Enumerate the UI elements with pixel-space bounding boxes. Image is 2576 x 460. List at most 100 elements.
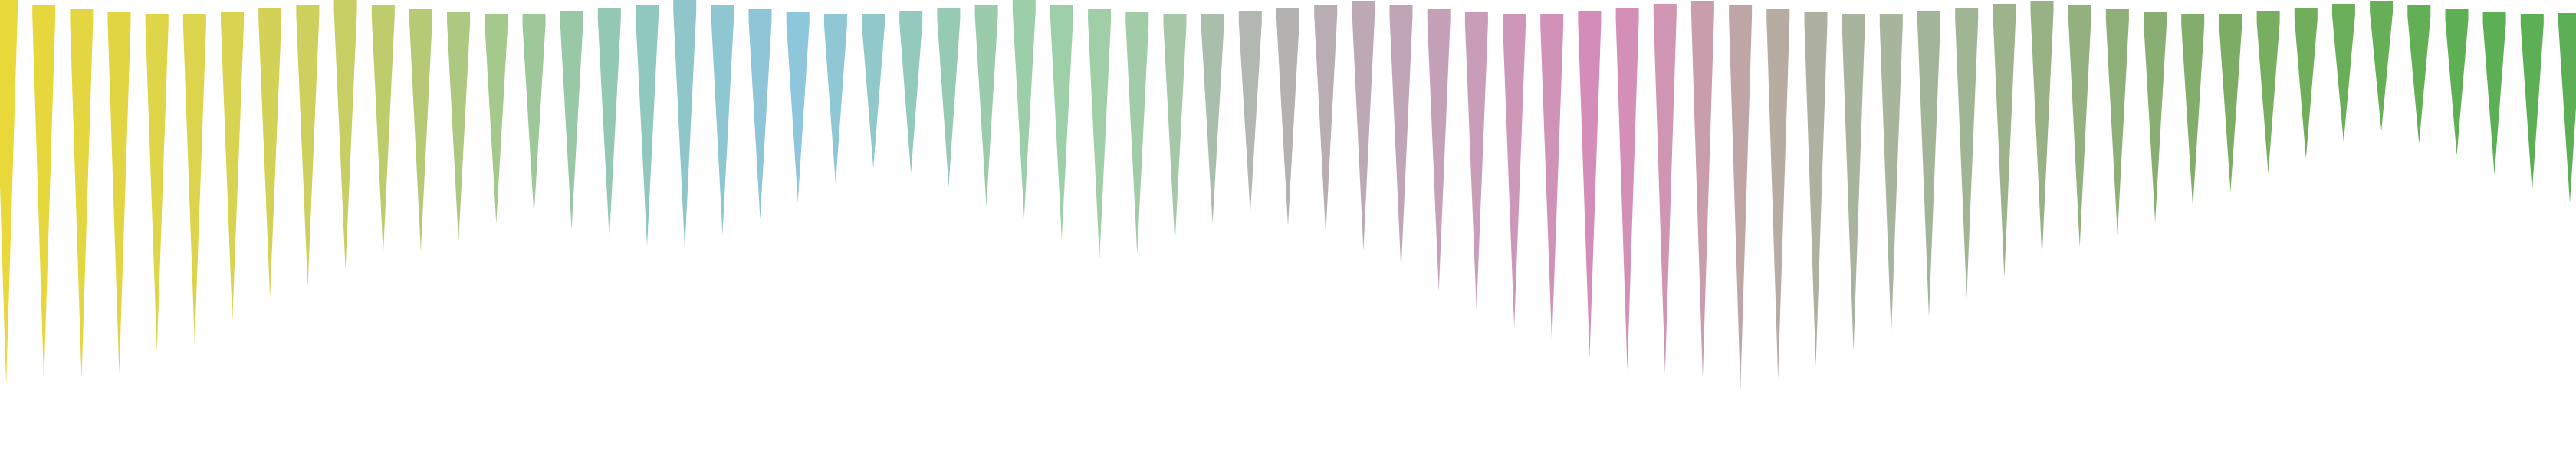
spike-blade [258,19,282,298]
spike [1615,8,1639,370]
spike [2294,8,2318,159]
spike [2219,14,2242,192]
spike-blade [974,15,998,207]
spike [258,8,282,298]
spike [1653,4,1677,373]
spike-blade [522,25,546,216]
spike-cap [1012,0,1036,11]
spike [786,12,810,202]
spike-blade [2144,23,2167,222]
spike-blade [485,25,508,224]
spike-cap [2407,5,2431,16]
spike-cap [748,9,772,20]
spike-cap [2520,14,2544,25]
spike [2068,5,2091,248]
spike-cap [673,0,697,11]
spike-blade [2256,22,2280,174]
spike-blade [334,11,357,270]
spike-blade [2068,16,2091,248]
spike [2370,1,2394,131]
spike [2482,12,2506,175]
spike [1163,14,1187,244]
spike-cap [711,5,734,15]
spike-blade [1540,25,1564,343]
spike [1540,14,1564,343]
spike-cap [1842,14,1865,25]
spike [1578,12,1602,357]
spike-blade [1955,19,1979,298]
spike [1276,8,1300,227]
spike [1993,4,2016,278]
spike [748,9,772,219]
spike-cap [334,0,357,11]
spike-blade [1389,16,1413,271]
spike [1427,9,1451,291]
spike-blade [823,25,847,184]
spike [371,5,395,255]
spike-blade [1464,23,1488,310]
spike-blade [2520,25,2544,192]
spike [2331,4,2355,143]
spike-blade [636,15,659,247]
spike-blade [1088,20,1112,259]
spike-blade [145,25,169,352]
spike-cap [823,14,847,25]
spike-blade [221,23,245,322]
spike-blade [182,25,206,343]
spike-blade [899,22,923,174]
spike-cap [1955,8,1979,19]
spike-blade [1879,25,1903,336]
spike-blade [1691,12,1714,379]
spike-blade [107,23,131,374]
spike [2407,5,2431,144]
spike [1088,9,1112,259]
spike-blade [1352,12,1375,251]
spike [107,12,131,374]
spike [182,14,206,343]
spike [522,14,546,216]
spike [1125,12,1149,255]
spike-cap [2331,4,2355,15]
spike-cap [1201,14,1224,25]
spike [2558,13,2576,203]
spike-blade [2407,16,2431,144]
spike [1729,5,1753,391]
spike-cap [2181,14,2205,25]
spike-cap [1879,14,1903,25]
spike [560,12,583,230]
spike-blade [1276,19,1300,227]
spike-cap [296,5,320,15]
spike-blade [70,20,94,379]
spike-blade [937,19,961,187]
spike-cap [371,5,395,15]
spike-cap [522,14,546,25]
spike [1389,5,1413,271]
spike-cap [974,5,998,15]
spike-blade [1201,25,1224,224]
spike-cap [182,14,206,25]
spike-cap [1163,14,1187,25]
spike-cap [258,8,282,19]
spike [1503,14,1526,328]
spike-blade [1842,25,1865,352]
spike-cap [1427,9,1451,20]
spike [2445,9,2469,156]
spike-blade [2482,23,2506,175]
spike-blade [1238,22,1262,214]
spike-cap [1088,9,1112,20]
spike-cap [447,12,471,23]
spike-cap [1804,12,1828,23]
spike-blade [1993,15,2016,278]
spike-cap [145,14,169,25]
spike-cap [1993,4,2016,15]
spike-cap [786,12,810,23]
spike [1917,12,1940,317]
spike [937,8,961,187]
spike-blade [673,11,697,250]
spike [1804,12,1828,366]
spike-cap [899,12,923,22]
spike-cap [2482,12,2506,23]
spike-cap [2144,12,2167,23]
spike-blade [0,11,18,386]
